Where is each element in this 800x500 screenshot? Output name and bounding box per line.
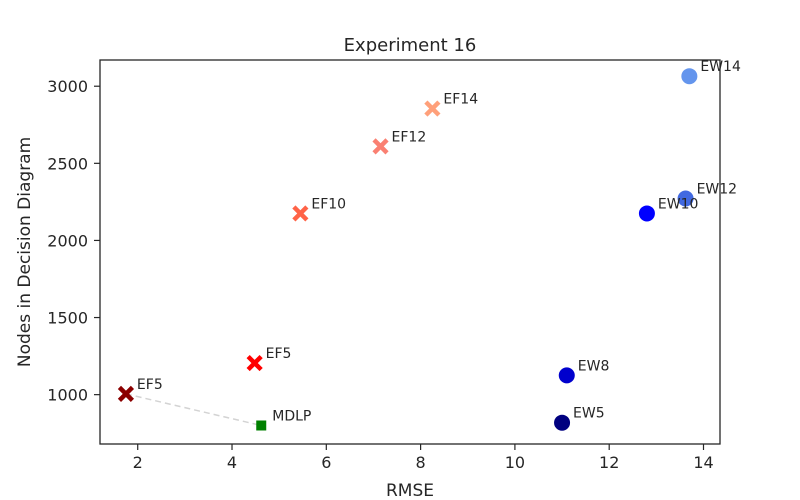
point-label: EW12 [697,181,738,197]
point-ew12-9 [677,190,694,207]
plot-area-frame [99,59,721,445]
chart-title: Experiment 16 [344,35,477,56]
point-label: MDLP [272,408,311,424]
point-ef10-2 [292,205,309,222]
x-tick-label: 10 [505,453,525,472]
point-ew10-8 [638,205,655,222]
point-mdlp-5 [256,420,267,431]
y-tick-label: 2000 [47,231,88,250]
connector-layer [125,393,262,427]
x-tick-label: 8 [416,453,426,472]
axis-ticks: 2 4 6 8 10 12 14 1000 1500 2000 2500 3000 [47,77,713,472]
y-tick-label: 1000 [47,386,88,405]
point-ew14-10 [681,68,698,85]
y-tick-label: 2500 [47,154,88,173]
x-tick-label: 2 [133,453,143,472]
point-label: EW10 [658,196,699,212]
point-ew5-6 [554,414,571,431]
y-axis-label: Nodes in Decision Diagram [15,137,35,367]
point-ef12-3 [372,138,389,155]
y-tick-label: 1500 [47,309,88,328]
y-tick-label: 3000 [47,77,88,96]
point-ef5-1 [246,354,263,372]
x-tick-label: 12 [599,453,619,472]
x-tick-label: 14 [693,453,713,472]
point-ef5-0 [117,385,135,402]
x-axis-label: RMSE [386,481,434,500]
point-label: EF10 [311,196,346,212]
point-label: EF5 [266,346,292,362]
point-ew8-7 [558,367,575,384]
point-ef14-4 [424,100,441,117]
point-label: EW8 [578,358,610,374]
point-label: EF5 [137,377,163,393]
x-tick-label: 4 [227,453,237,472]
x-tick-label: 6 [321,453,331,472]
data-points [117,68,698,431]
point-label: EF14 [443,92,478,108]
connector-line [125,393,262,427]
point-label: EW5 [573,406,605,422]
point-label: EF12 [392,129,427,145]
point-label: EW14 [700,59,741,75]
